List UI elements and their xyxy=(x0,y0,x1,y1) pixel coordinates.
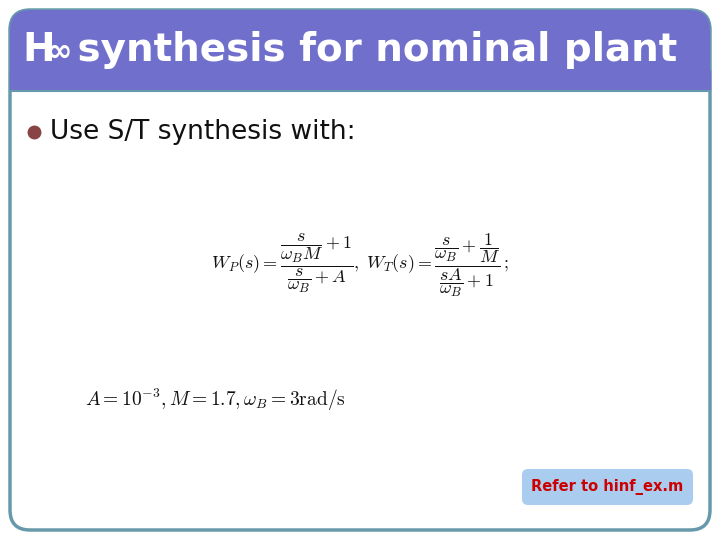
FancyBboxPatch shape xyxy=(10,10,710,530)
Text: $W_P(s) = \dfrac{\dfrac{s}{\omega_B M} + 1}{\dfrac{s}{\omega_B} + A},\; W_T(s) =: $W_P(s) = \dfrac{\dfrac{s}{\omega_B M} +… xyxy=(211,231,509,299)
Text: $A = 10^{-3}, M = 1.7, \omega_B = 3\mathrm{rad/s}$: $A = 10^{-3}, M = 1.7, \omega_B = 3\math… xyxy=(85,387,346,413)
Bar xyxy=(10,70,710,90)
Text: ∞: ∞ xyxy=(46,37,71,66)
Text: Refer to hinf_ex.m: Refer to hinf_ex.m xyxy=(531,479,683,495)
Text: Use S/T synthesis with:: Use S/T synthesis with: xyxy=(50,119,356,145)
FancyBboxPatch shape xyxy=(522,469,693,505)
Text: H: H xyxy=(22,31,55,69)
FancyBboxPatch shape xyxy=(10,10,710,90)
Text: synthesis for nominal plant: synthesis for nominal plant xyxy=(64,31,678,69)
